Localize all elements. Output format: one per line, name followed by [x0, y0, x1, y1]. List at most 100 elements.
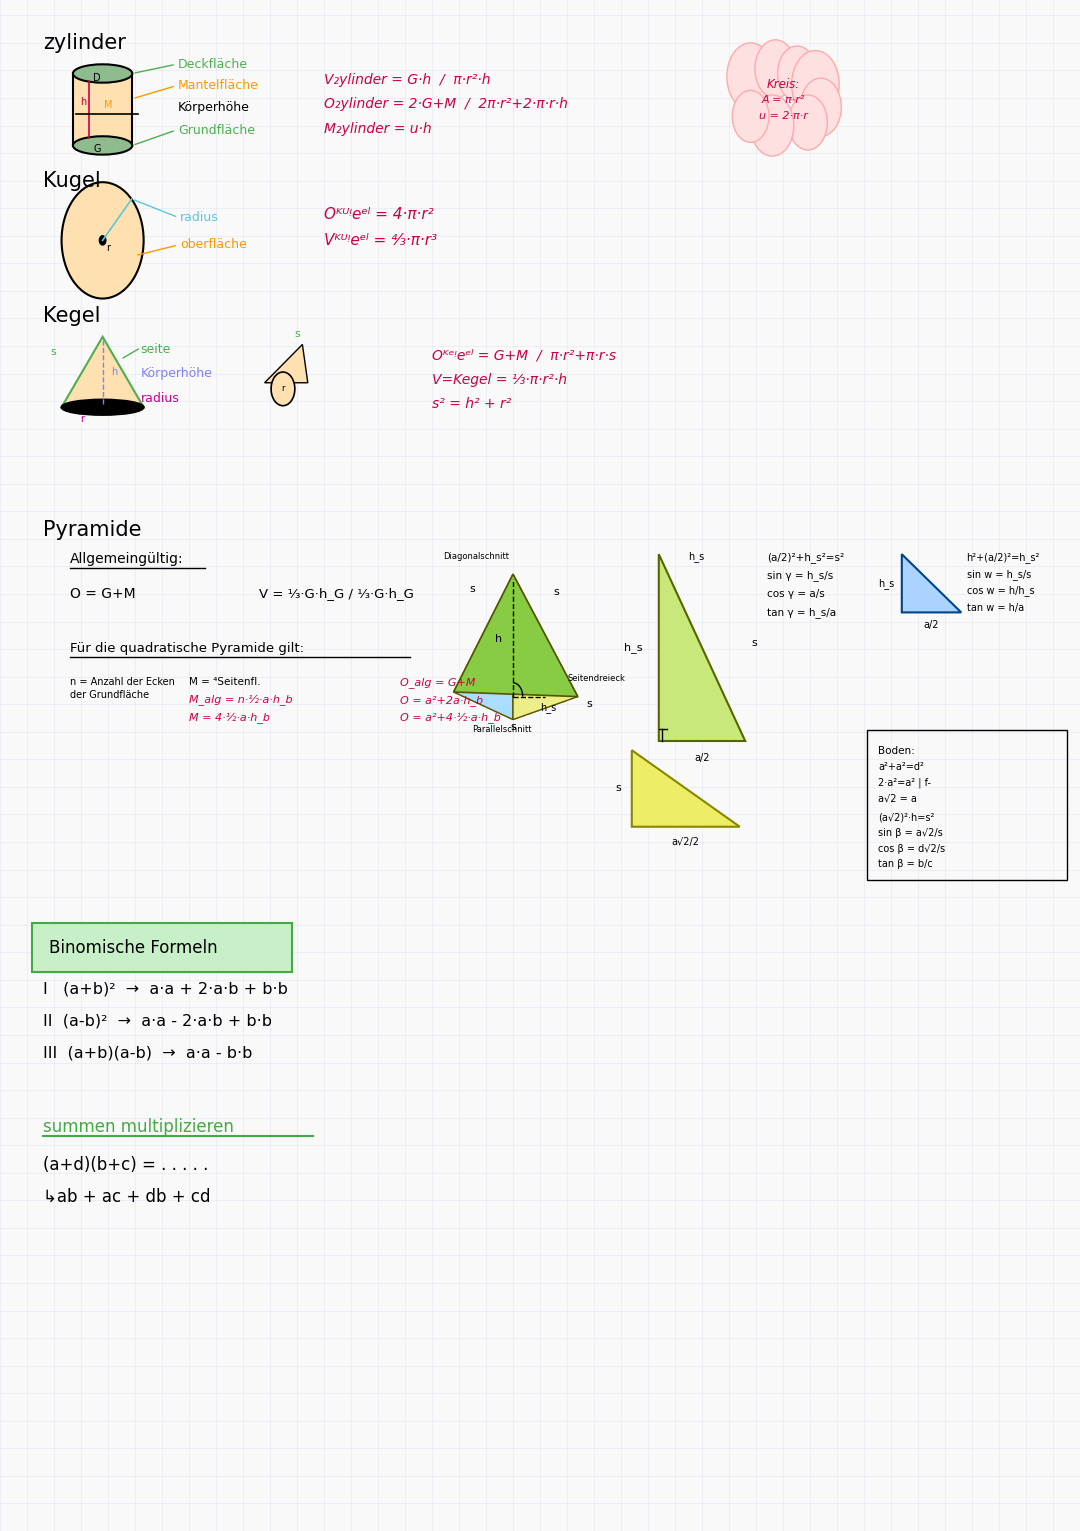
- Text: seite: seite: [140, 343, 171, 355]
- Text: a√2 = a: a√2 = a: [878, 793, 917, 804]
- Polygon shape: [62, 337, 144, 407]
- Text: Pyramide: Pyramide: [43, 521, 141, 540]
- Text: s: s: [51, 348, 56, 357]
- Text: Parallelschnitt: Parallelschnitt: [472, 724, 532, 733]
- Polygon shape: [632, 750, 740, 827]
- Text: (a/2)²+h_s²=s²: (a/2)²+h_s²=s²: [767, 551, 843, 563]
- Text: a/2: a/2: [694, 753, 710, 764]
- Text: h_s: h_s: [688, 551, 705, 562]
- Text: Deckfläche: Deckfläche: [178, 58, 248, 70]
- Text: a²+a²=d²: a²+a²=d²: [878, 762, 923, 773]
- Text: ↳ab + ac + db + cd: ↳ab + ac + db + cd: [43, 1188, 211, 1206]
- Text: Körperhöhe: Körperhöhe: [178, 101, 251, 113]
- Text: O_alg = G+M: O_alg = G+M: [400, 677, 475, 687]
- Polygon shape: [659, 554, 745, 741]
- Text: D: D: [93, 73, 102, 83]
- Text: Oᴷᵉᵎeᵉˡ = G+M  /  π·r²+π·r·s: Oᴷᵉᵎeᵉˡ = G+M / π·r²+π·r·s: [432, 348, 616, 363]
- Ellipse shape: [72, 136, 132, 155]
- Text: cos β = d√2/s: cos β = d√2/s: [878, 844, 945, 854]
- Text: sin w = h_s/s: sin w = h_s/s: [967, 568, 1030, 580]
- Text: cos γ = a/s: cos γ = a/s: [767, 589, 824, 599]
- Text: s: s: [586, 700, 592, 709]
- Text: Kreis:: Kreis:: [767, 78, 799, 90]
- Text: 2·a²=a² | f-: 2·a²=a² | f-: [878, 778, 931, 788]
- Text: M_alg = n·½·a·h_b: M_alg = n·½·a·h_b: [189, 695, 293, 706]
- Text: h_s: h_s: [624, 641, 643, 654]
- Text: oberfläche: oberfläche: [180, 239, 247, 251]
- Circle shape: [751, 95, 794, 156]
- Polygon shape: [265, 344, 308, 383]
- Text: sin β = a√2/s: sin β = a√2/s: [878, 828, 943, 839]
- Text: II  (a-b)²  →  a·a - 2·a·b + b·b: II (a-b)² → a·a - 2·a·b + b·b: [43, 1014, 272, 1029]
- Text: Seitendreieck: Seitendreieck: [567, 674, 625, 683]
- Text: radius: radius: [180, 211, 219, 224]
- Text: r: r: [106, 243, 110, 253]
- Circle shape: [271, 372, 295, 406]
- Text: cos w = h/h_s: cos w = h/h_s: [967, 585, 1035, 597]
- Text: Oᴷᵁᵎeᵉˡ = 4·π·r²: Oᴷᵁᵎeᵉˡ = 4·π·r²: [324, 207, 434, 222]
- Circle shape: [727, 43, 774, 110]
- Text: Binomische Formeln: Binomische Formeln: [49, 939, 217, 957]
- Text: O = a²+4·½·a·h_b: O = a²+4·½·a·h_b: [400, 713, 500, 724]
- Ellipse shape: [62, 400, 144, 415]
- Text: M = ⁴Seitenfl.: M = ⁴Seitenfl.: [189, 677, 260, 687]
- Text: tan β = b/c: tan β = b/c: [878, 859, 933, 870]
- Text: Vᴷᵁᵎeᵉˡ = ⁴⁄₃·π·r³: Vᴷᵁᵎeᵉˡ = ⁴⁄₃·π·r³: [324, 233, 437, 248]
- Text: s: s: [510, 723, 516, 732]
- Text: Allgemeingültig:: Allgemeingültig:: [70, 553, 184, 566]
- Polygon shape: [454, 669, 578, 720]
- Text: r: r: [80, 415, 84, 424]
- Text: s: s: [294, 329, 300, 338]
- Text: O = a²+2a·h_b: O = a²+2a·h_b: [400, 695, 483, 706]
- Text: s: s: [469, 585, 475, 594]
- Text: Körperhöhe: Körperhöhe: [140, 367, 213, 380]
- Text: Mantelfläche: Mantelfläche: [178, 80, 259, 92]
- Text: A = π·r²: A = π·r²: [761, 95, 805, 104]
- Text: tan γ = h_s/a: tan γ = h_s/a: [767, 606, 836, 619]
- Polygon shape: [513, 574, 578, 720]
- Text: s: s: [553, 588, 559, 597]
- Text: n = Anzahl der Ecken
der Grundfläche: n = Anzahl der Ecken der Grundfläche: [70, 677, 175, 700]
- Text: III  (a+b)(a-b)  →  a·a - b·b: III (a+b)(a-b) → a·a - b·b: [43, 1046, 253, 1061]
- Circle shape: [778, 46, 816, 101]
- Text: G: G: [94, 144, 100, 153]
- Text: O = G+M: O = G+M: [70, 586, 136, 602]
- Polygon shape: [902, 554, 961, 612]
- Text: h: h: [495, 634, 502, 645]
- FancyBboxPatch shape: [32, 923, 292, 972]
- Circle shape: [99, 236, 106, 245]
- Text: Kugel: Kugel: [43, 171, 100, 191]
- Text: zylinder: zylinder: [43, 34, 126, 54]
- Text: V = ¹⁄₃·G·h_G / ¹⁄₃·G·h_G: V = ¹⁄₃·G·h_G / ¹⁄₃·G·h_G: [259, 588, 414, 600]
- Text: Boden:: Boden:: [878, 746, 915, 756]
- Text: s² = h² + r²: s² = h² + r²: [432, 397, 511, 412]
- Polygon shape: [454, 574, 513, 720]
- Circle shape: [800, 78, 841, 136]
- Text: O₂ylinder = 2·G+M  /  2π·r²+2·π·r·h: O₂ylinder = 2·G+M / 2π·r²+2·π·r·h: [324, 96, 568, 112]
- Text: (a+d)(b+c) = . . . . .: (a+d)(b+c) = . . . . .: [43, 1156, 208, 1174]
- Text: s: s: [752, 638, 757, 648]
- Text: r: r: [281, 384, 285, 393]
- Text: M₂ylinder = u·h: M₂ylinder = u·h: [324, 121, 432, 136]
- Polygon shape: [454, 574, 578, 697]
- Text: summen multiplizieren: summen multiplizieren: [43, 1118, 234, 1136]
- Text: M: M: [104, 100, 112, 110]
- Text: h²+(a/2)²=h_s²: h²+(a/2)²=h_s²: [967, 551, 1040, 563]
- Text: Diagonalschnitt: Diagonalschnitt: [443, 551, 509, 560]
- Text: V=Kegel = ¹⁄₃·π·r²·h: V=Kegel = ¹⁄₃·π·r²·h: [432, 372, 567, 387]
- Text: V₂ylinder = G·h  /  π·r²·h: V₂ylinder = G·h / π·r²·h: [324, 72, 490, 87]
- Text: Kegel: Kegel: [43, 306, 100, 326]
- Circle shape: [792, 51, 839, 118]
- Text: s: s: [616, 784, 621, 793]
- Text: h_s: h_s: [878, 577, 894, 589]
- Circle shape: [788, 95, 827, 150]
- Text: a√2/2: a√2/2: [672, 837, 700, 848]
- Text: a/2: a/2: [923, 620, 939, 631]
- Circle shape: [732, 90, 769, 142]
- Text: h: h: [111, 367, 118, 377]
- Text: u = 2·π·r: u = 2·π·r: [758, 112, 808, 121]
- Circle shape: [755, 40, 796, 98]
- Text: I   (a+b)²  →  a·a + 2·a·b + b·b: I (a+b)² → a·a + 2·a·b + b·b: [43, 981, 288, 997]
- Ellipse shape: [72, 64, 132, 83]
- FancyBboxPatch shape: [73, 73, 133, 145]
